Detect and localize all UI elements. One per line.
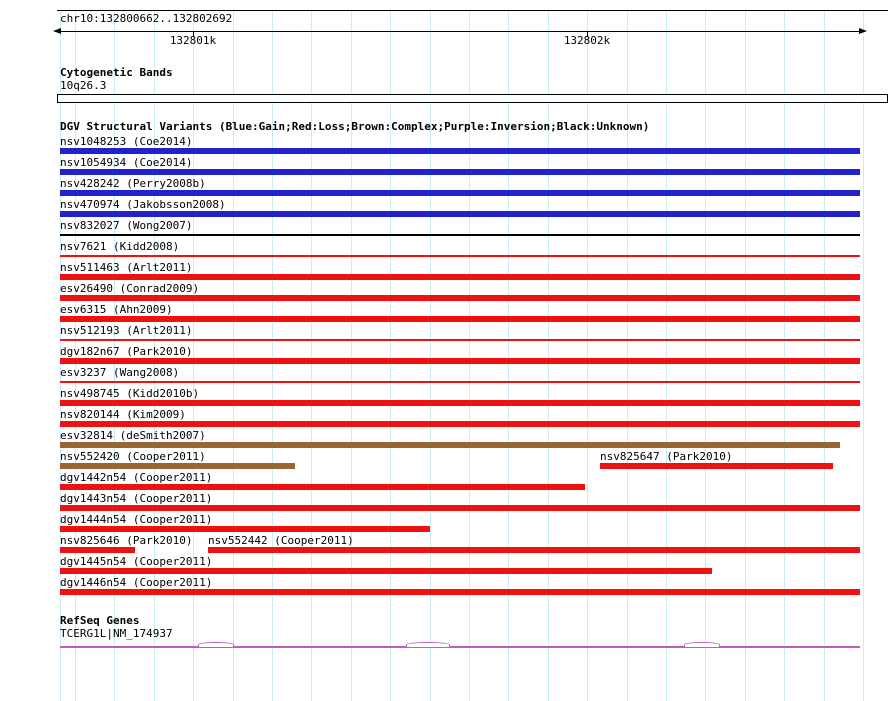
grid-line bbox=[469, 10, 470, 701]
grid-line bbox=[311, 10, 313, 701]
grid-line bbox=[626, 10, 628, 701]
variant-bar[interactable] bbox=[60, 442, 840, 448]
ruler-tick-label: 132801k bbox=[169, 34, 217, 47]
variant-bar[interactable] bbox=[60, 316, 860, 322]
grid-line bbox=[350, 10, 352, 701]
variant-bar[interactable] bbox=[60, 169, 860, 175]
grid-line bbox=[114, 10, 116, 701]
variant-bar[interactable] bbox=[60, 589, 860, 595]
grid-line bbox=[60, 10, 61, 701]
variant-label[interactable]: nsv512193 (Arlt2011) bbox=[60, 324, 193, 337]
variant-label[interactable]: esv26490 (Conrad2009) bbox=[60, 282, 200, 295]
grid-line bbox=[784, 10, 786, 701]
variant-label[interactable]: nsv820144 (Kim2009) bbox=[60, 408, 186, 421]
variant-label[interactable]: nsv552420 (Cooper2011) bbox=[60, 450, 206, 463]
grid-line bbox=[705, 10, 707, 701]
variant-label[interactable]: nsv511463 (Arlt2011) bbox=[60, 261, 193, 274]
ruler-line bbox=[60, 31, 860, 32]
variant-label[interactable]: dgv1444n54 (Cooper2011) bbox=[60, 513, 213, 526]
refseq-gene-glyph bbox=[0, 642, 890, 652]
cytoband-name-label: 10q26.3 bbox=[60, 79, 107, 92]
variant-label[interactable]: nsv498745 (Kidd2010b) bbox=[60, 387, 200, 400]
cytoband-ideogram[interactable] bbox=[57, 94, 888, 103]
variant-label[interactable]: nsv825647 (Park2010) bbox=[600, 450, 733, 463]
variant-bar[interactable] bbox=[60, 295, 860, 301]
grid-line bbox=[272, 10, 273, 701]
top-border-line bbox=[57, 10, 888, 11]
ruler-left-arrow-icon bbox=[53, 28, 61, 34]
grid-line bbox=[390, 10, 392, 701]
variant-bar[interactable] bbox=[60, 274, 860, 280]
ruler-tick-label: 132802k bbox=[563, 34, 611, 47]
gene-exon-bump bbox=[406, 642, 450, 647]
grid-line bbox=[232, 10, 234, 701]
variant-label[interactable]: esv6315 (Ahn2009) bbox=[60, 303, 173, 316]
variant-label[interactable]: dgv1445n54 (Cooper2011) bbox=[60, 555, 213, 568]
variant-bar[interactable] bbox=[60, 358, 860, 364]
variant-bar[interactable] bbox=[60, 234, 860, 236]
variant-bar[interactable] bbox=[60, 400, 860, 406]
variant-bar[interactable] bbox=[208, 547, 860, 553]
variant-label[interactable]: nsv825646 (Park2010) bbox=[60, 534, 193, 547]
variant-bar[interactable] bbox=[60, 421, 860, 427]
grid-line bbox=[429, 10, 431, 701]
variant-label[interactable]: nsv470974 (Jakobsson2008) bbox=[60, 198, 226, 211]
ruler-right-arrow-icon bbox=[859, 28, 867, 34]
variant-bar[interactable] bbox=[60, 484, 585, 490]
refseq-gene-label[interactable]: TCERG1L|NM_174937 bbox=[60, 627, 173, 640]
grid-line bbox=[193, 10, 195, 701]
dgv-section-title: DGV Structural Variants (Blue:Gain;Red:L… bbox=[60, 120, 650, 133]
gene-exon-bump bbox=[198, 642, 234, 647]
ruler-tick-mark bbox=[587, 32, 588, 37]
gene-line[interactable] bbox=[60, 646, 860, 648]
variant-bar[interactable] bbox=[60, 505, 860, 511]
variant-label[interactable]: nsv428242 (Perry2008b) bbox=[60, 177, 206, 190]
variant-bar[interactable] bbox=[60, 381, 860, 383]
variant-label[interactable]: esv32814 (deSmith2007) bbox=[60, 429, 206, 442]
dgv-variant-rows: nsv1048253 (Coe2014) nsv1054934 (Coe2014)… bbox=[0, 136, 890, 601]
variant-label[interactable]: nsv1054934 (Coe2014) bbox=[60, 156, 193, 169]
variant-label[interactable]: nsv552442 (Cooper2011) bbox=[208, 534, 354, 547]
grid-line bbox=[153, 10, 155, 701]
variant-bar[interactable] bbox=[60, 211, 860, 217]
grid-line bbox=[547, 10, 549, 701]
variant-bar[interactable] bbox=[60, 255, 860, 257]
variant-label[interactable]: dgv1446n54 (Cooper2011) bbox=[60, 576, 213, 589]
gene-exon-bump bbox=[684, 642, 720, 647]
variant-bar[interactable] bbox=[60, 463, 295, 469]
variant-label[interactable]: esv3237 (Wang2008) bbox=[60, 366, 180, 379]
grid-line bbox=[75, 10, 76, 701]
variant-label[interactable]: dgv1442n54 (Cooper2011) bbox=[60, 471, 213, 484]
grid-line bbox=[823, 10, 825, 701]
variant-bar[interactable] bbox=[60, 148, 860, 154]
grid-line bbox=[666, 10, 667, 701]
variant-bar[interactable] bbox=[60, 526, 430, 532]
variant-label[interactable]: dgv182n67 (Park2010) bbox=[60, 345, 193, 358]
variant-label[interactable]: nsv832027 (Wong2007) bbox=[60, 219, 193, 232]
variant-label[interactable]: dgv1443n54 (Cooper2011) bbox=[60, 492, 213, 505]
variant-bar[interactable] bbox=[60, 568, 712, 574]
grid-line bbox=[587, 10, 589, 701]
cytoband-section-title: Cytogenetic Bands bbox=[60, 66, 173, 79]
grid-line bbox=[744, 10, 746, 701]
variant-bar[interactable] bbox=[600, 463, 833, 469]
variant-bar[interactable] bbox=[60, 190, 860, 196]
variant-bar[interactable] bbox=[60, 547, 135, 553]
region-position-label: chr10:132800662..132802692 bbox=[60, 12, 233, 25]
variant-label[interactable]: nsv7621 (Kidd2008) bbox=[60, 240, 180, 253]
refseq-section-title: RefSeq Genes bbox=[60, 614, 140, 627]
variant-label[interactable]: nsv1048253 (Coe2014) bbox=[60, 135, 193, 148]
ruler-tick-mark bbox=[193, 32, 194, 37]
grid-line bbox=[508, 10, 510, 701]
variant-bar[interactable] bbox=[60, 339, 860, 341]
grid-line bbox=[863, 10, 864, 701]
